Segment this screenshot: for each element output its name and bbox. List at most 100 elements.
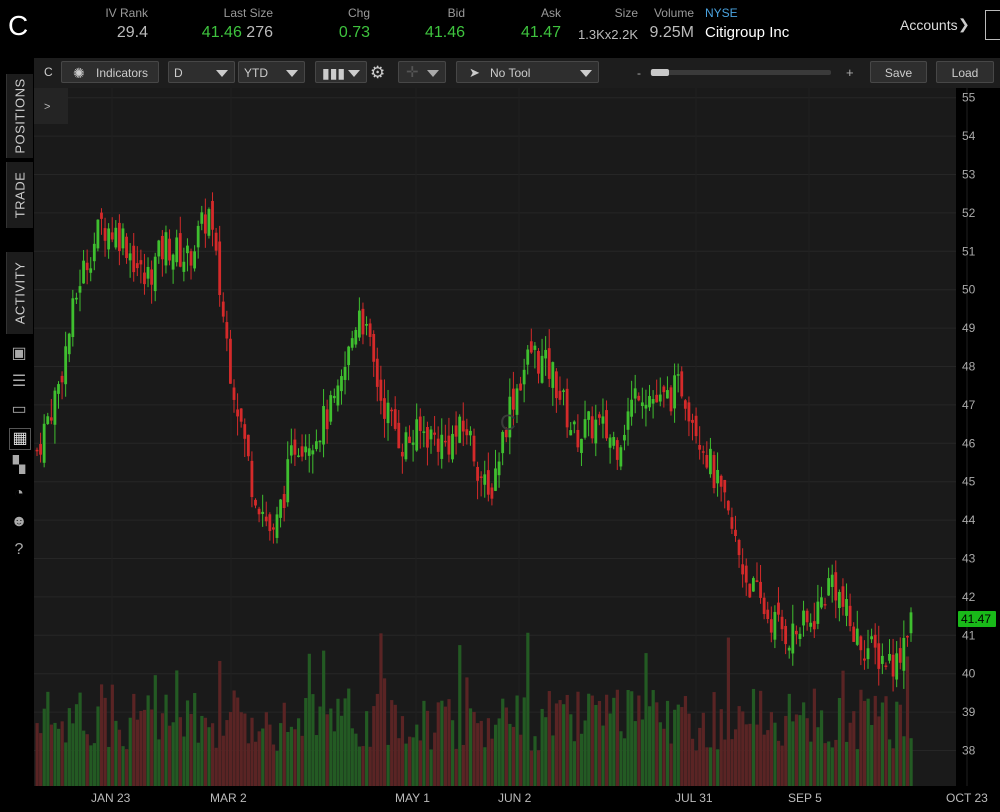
tab-activity[interactable]: ACTIVITY [6, 252, 33, 334]
candle-body [408, 436, 411, 443]
price-chart[interactable]: 38 39 40 41 42 43 44 45 46 47 48 49 50 51 52 53 54 55 JAN… [34, 88, 1000, 807]
candle-body [121, 228, 125, 249]
chart-expand-button[interactable]: > [44, 101, 50, 113]
zoom-slider[interactable] [650, 69, 831, 76]
candle-body [203, 214, 207, 234]
volume-bar [648, 706, 652, 786]
volume-bar [877, 716, 881, 786]
x-tick-label: SEP 5 [788, 791, 822, 805]
settings-icon[interactable]: ⚙ [370, 63, 386, 82]
accounts-button[interactable]: Accounts [900, 17, 958, 33]
charts-icon[interactable]: ▦ [9, 428, 31, 450]
candle-body [318, 440, 322, 443]
community-icon[interactable]: ☻ [10, 513, 28, 530]
indicators-label: Indicators [96, 66, 149, 80]
volume-bar [776, 740, 781, 786]
volume-bar [536, 750, 541, 786]
candle-body [655, 394, 659, 403]
last-size-value: 276 [246, 24, 273, 41]
crosshair-select[interactable]: ✛ [398, 61, 446, 83]
candle-body [787, 647, 791, 651]
candle-body [357, 310, 361, 338]
left-sidebar: POSITIONS TRADE ACTIVITY ▣ ☰ ▭ ▦ ▚ ◔ ☻ ? [0, 58, 34, 807]
volume-bar [497, 718, 501, 786]
volume-bar [905, 656, 910, 786]
candle-body [49, 417, 53, 421]
crosshair-icon: ✛ [406, 64, 419, 81]
candle-body [848, 605, 852, 627]
zoom-out-button[interactable]: - [637, 66, 641, 80]
candle-body [96, 219, 100, 249]
volume-bar [304, 698, 308, 786]
grid-icon[interactable]: ▚ [12, 457, 26, 474]
volume-bar [132, 693, 136, 786]
zoom-in-button[interactable]: + [846, 65, 854, 80]
candle-body [479, 476, 483, 478]
candle-body [261, 511, 265, 514]
candle-body [218, 241, 222, 295]
y-tick-label: 44 [962, 513, 976, 527]
volume-bar [397, 738, 401, 786]
volume-bar [823, 743, 827, 786]
symbol-title[interactable]: C [8, 10, 29, 41]
candle-body [372, 333, 376, 362]
volume-bar [827, 741, 831, 786]
volume-bar [515, 695, 519, 786]
indicators-button[interactable]: ✺ Indicators [61, 61, 159, 83]
volume-bar [125, 749, 129, 786]
volume-bar [357, 746, 362, 786]
tv-icon[interactable]: ▭ [11, 401, 27, 418]
candle-body [207, 209, 211, 236]
volume-bar [458, 645, 462, 786]
volume-bar [665, 700, 670, 786]
save-button[interactable]: Save [870, 61, 927, 83]
candle-body [687, 402, 691, 422]
volume-bar [461, 744, 465, 786]
volume-bar [794, 714, 799, 786]
zoom-slider-handle[interactable] [651, 69, 669, 76]
drawing-tool-select[interactable]: ➤ No Tool [456, 61, 599, 83]
candle-body [311, 450, 315, 455]
candle-body [580, 438, 583, 453]
candle-body [257, 508, 261, 515]
range-select[interactable]: YTD [238, 61, 305, 83]
candle-body [53, 390, 57, 425]
x-tick-label: JAN 23 [91, 791, 131, 805]
gauge-icon[interactable]: ◔ [14, 485, 24, 502]
volume-value: 9.25M [649, 24, 694, 41]
candle-body [404, 432, 408, 460]
candle-body [433, 432, 436, 435]
y-tick-label: 54 [962, 129, 976, 143]
chart-style-select[interactable]: ▮▮▮ [315, 61, 367, 83]
volume-bar [329, 708, 333, 786]
chevron-down-icon[interactable]: ❯ [958, 16, 970, 32]
load-button[interactable]: Load [936, 61, 994, 83]
candle-body [662, 386, 666, 393]
interval-select[interactable]: D [168, 61, 235, 83]
candle-body [35, 449, 39, 452]
candle-body [246, 434, 250, 457]
volume-bar [873, 695, 877, 786]
volume-bar [726, 637, 731, 786]
volume-bar [139, 710, 143, 786]
chart-canvas[interactable]: 38 39 40 41 42 43 44 45 46 47 48 49 50 51 52 53 54 55 JAN… [34, 88, 1000, 807]
candle-body [314, 441, 318, 450]
volume-bar [755, 724, 759, 786]
volume-bar [605, 694, 609, 786]
chart-symbol-label[interactable]: C [44, 65, 53, 79]
volume-bar [218, 660, 222, 786]
candle-body [436, 438, 440, 452]
panel-toggle[interactable] [985, 10, 1000, 40]
volume-bar [812, 688, 816, 786]
last-size-label: Last Size [223, 6, 273, 20]
candle-body [683, 400, 687, 409]
volume-bar [164, 694, 168, 786]
help-icon[interactable]: ? [14, 541, 24, 558]
candle-body [827, 578, 831, 596]
tab-trade[interactable]: TRADE [6, 162, 33, 228]
list-icon[interactable]: ☰ [11, 373, 27, 390]
candle-body [221, 301, 225, 317]
chart-expand-panel[interactable] [34, 88, 68, 124]
tab-positions[interactable]: POSITIONS [6, 74, 33, 158]
monitor-icon[interactable]: ▣ [11, 345, 27, 362]
